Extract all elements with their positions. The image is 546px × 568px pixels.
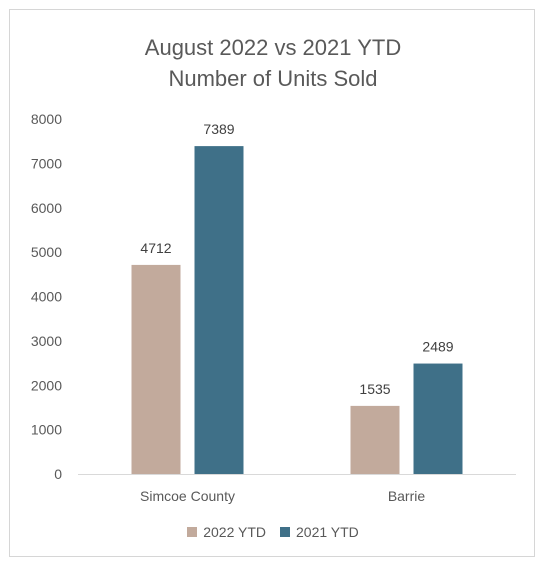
chart-legend: 2022 YTD 2021 YTD [0,524,546,540]
legend-item-2022: 2022 YTD [187,524,266,540]
y-tick-label: 2000 [31,377,62,393]
legend-item-2021: 2021 YTD [280,524,359,540]
data-label: 1535 [359,381,390,397]
legend-swatch-2022 [187,527,198,537]
y-tick-label: 8000 [31,111,62,127]
data-label: 2489 [422,339,453,355]
data-label: 7389 [203,121,234,137]
legend-swatch-2021 [280,527,290,537]
y-tick-label: 3000 [31,333,62,349]
legend-label-2021: 2021 YTD [296,524,359,540]
x-category-label: Simcoe County [140,488,235,504]
y-tick-label: 6000 [31,200,62,216]
bar [194,146,244,474]
y-tick-label: 5000 [31,244,62,260]
y-tick-label: 4000 [31,289,62,305]
y-tick-label: 7000 [31,155,62,171]
bar [350,405,400,474]
bar [413,363,463,474]
bar [131,264,181,474]
legend-label-2022: 2022 YTD [203,524,266,540]
data-label: 4712 [140,240,171,256]
y-tick-label: 0 [54,466,62,482]
x-category-label: Barrie [388,488,426,504]
chart-title-line-1: August 2022 vs 2021 YTD [144,35,402,60]
chart-title-line-2: Number of Units Sold [168,66,378,91]
y-tick-label: 1000 [31,422,62,438]
